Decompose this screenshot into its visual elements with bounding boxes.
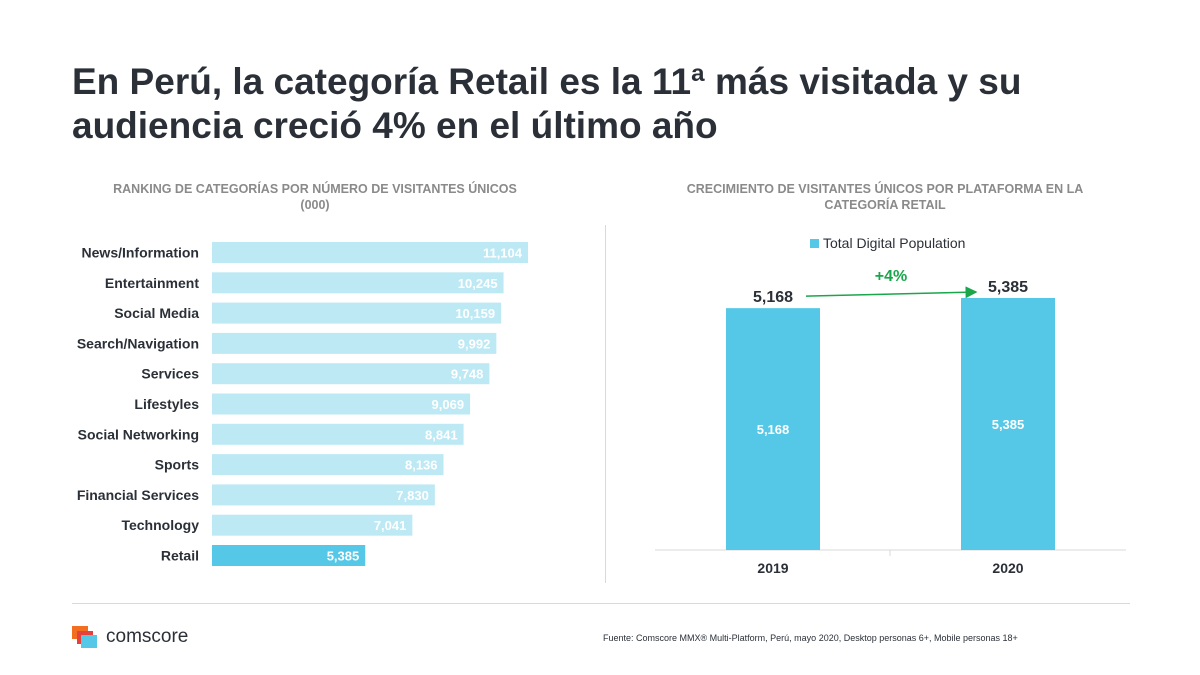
ranking-category-label: Social Networking <box>78 426 199 442</box>
ranking-value-label: 9,069 <box>432 397 465 412</box>
right-chart-subtitle-line2: CATEGORÍA RETAIL <box>824 198 946 212</box>
growth-bar-inner-label: 5,168 <box>757 422 790 437</box>
ranking-value-label: 8,136 <box>405 458 438 473</box>
ranking-bar-entertainment <box>212 272 504 294</box>
ranking-bar-retail <box>212 545 366 566</box>
logo-text: comscore <box>106 626 189 647</box>
ranking-category-label: Social Media <box>114 305 199 321</box>
ranking-category-label: Retail <box>161 548 199 564</box>
ranking-bar-news-information <box>212 242 528 263</box>
ranking-bar-lifestyles <box>212 393 471 415</box>
ranking-value-label: 9,748 <box>451 367 484 382</box>
comscore-logo-icon <box>72 626 97 648</box>
right-chart-subtitle: CRECIMIENTO DE VISITANTES ÚNICOS POR PLA… <box>640 181 1130 213</box>
ranking-category-label: Financial Services <box>77 487 199 503</box>
left-chart-subtitle: RANKING DE CATEGORÍAS POR NÚMERO DE VISI… <box>70 181 560 213</box>
growth-x-tick-label: 2019 <box>757 560 788 576</box>
ranking-category-label: Services <box>141 366 199 382</box>
growth-bar-2020 <box>961 298 1055 550</box>
ranking-category-label: Technology <box>121 517 199 533</box>
growth-bar-top-label: 5,385 <box>988 279 1028 296</box>
ranking-value-label: 11,104 <box>483 246 523 261</box>
ranking-bar-social-media <box>212 302 502 324</box>
growth-bar-top-label: 5,168 <box>753 289 793 306</box>
ranking-value-label: 10,245 <box>458 276 498 291</box>
ranking-value-label: 5,385 <box>327 549 360 564</box>
comscore-logo: comscore <box>72 626 188 648</box>
growth-bar-chart: 5,168 5,168 2019 5,385 5,385 2020 +4% <box>655 268 1126 576</box>
ranking-bar-sports <box>212 454 444 476</box>
ranking-value-label: 9,992 <box>458 336 491 351</box>
ranking-category-label: Entertainment <box>105 275 199 291</box>
ranking-bar-chart: News/Information 11,104 Entertainment 10,24… <box>77 242 528 566</box>
legend-label: Total Digital Population <box>823 235 966 251</box>
vertical-divider <box>605 225 606 583</box>
ranking-value-label: 8,841 <box>425 427 458 442</box>
growth-bar-inner-label: 5,385 <box>992 417 1025 432</box>
ranking-value-label: 10,159 <box>455 306 495 321</box>
source-note: Fuente: Comscore MMX® Multi-Platform, Pe… <box>603 633 1018 643</box>
ranking-value-label: 7,041 <box>374 518 407 533</box>
page-title: En Perú, la categoría Retail es la 11ª m… <box>72 61 1022 146</box>
left-chart-subtitle-line1: RANKING DE CATEGORÍAS POR NÚMERO DE VISI… <box>113 182 517 196</box>
ranking-value-label: 7,830 <box>396 488 429 503</box>
left-chart-subtitle-line2: (000) <box>300 198 330 212</box>
ranking-bar-social-networking <box>212 423 464 445</box>
right-chart-subtitle-line1: CRECIMIENTO DE VISITANTES ÚNICOS POR PLA… <box>686 182 1084 196</box>
growth-arrow <box>805 286 978 299</box>
ranking-category-label: Sports <box>155 457 200 473</box>
ranking-category-label: Lifestyles <box>134 396 199 412</box>
ranking-bar-services <box>212 363 490 385</box>
chart-legend: Total Digital Population <box>810 235 965 251</box>
growth-percent-label: +4% <box>875 268 907 285</box>
ranking-bar-financial-services <box>212 484 435 506</box>
ranking-bar-technology <box>212 514 413 536</box>
ranking-category-label: Search/Navigation <box>77 335 199 351</box>
ranking-bar-search-navigation <box>212 332 497 354</box>
footer-divider <box>72 603 1130 604</box>
growth-bar-2019 <box>726 308 820 550</box>
legend-swatch <box>810 238 819 248</box>
ranking-category-label: News/Information <box>82 245 199 261</box>
growth-x-tick-label: 2020 <box>992 560 1023 576</box>
